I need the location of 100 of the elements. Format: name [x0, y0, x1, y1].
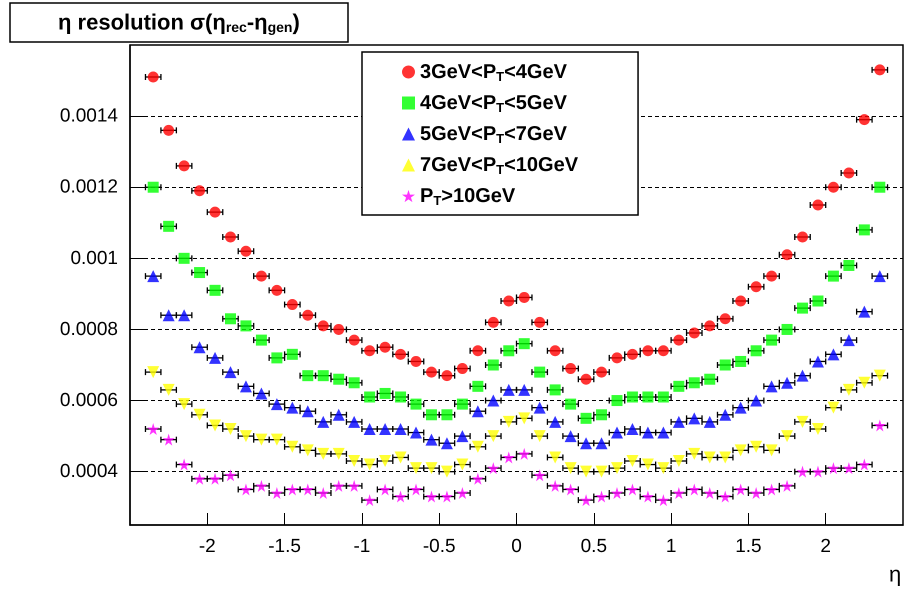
point: [827, 402, 840, 414]
point: [874, 182, 886, 193]
point: [797, 302, 808, 314]
point: [147, 423, 160, 435]
point: [271, 352, 282, 364]
point: [286, 402, 298, 414]
point: [735, 296, 746, 306]
y-tick-label: 0.0008: [60, 318, 118, 340]
point: [270, 398, 283, 410]
point: [224, 313, 236, 324]
point: [843, 260, 854, 271]
point: [286, 299, 298, 310]
point: [456, 487, 468, 499]
point: [672, 487, 685, 499]
point: [734, 402, 747, 414]
point: [209, 419, 222, 432]
point: [781, 480, 794, 492]
point: [178, 398, 190, 410]
point: [534, 366, 546, 378]
point: [750, 394, 762, 407]
point: [580, 494, 592, 506]
point: [472, 472, 484, 485]
point: [626, 423, 638, 435]
point: [534, 430, 546, 442]
point: [874, 419, 886, 432]
point: [194, 341, 206, 354]
point: [302, 310, 314, 321]
point: [503, 296, 514, 306]
point: [440, 437, 453, 450]
y-tick-label: 0.001: [70, 248, 118, 269]
point: [178, 252, 190, 264]
point: [858, 458, 870, 471]
point: [796, 416, 809, 428]
point: [240, 430, 252, 442]
point: [364, 392, 376, 402]
y-tick-label: 0.0012: [60, 176, 118, 198]
point: [843, 168, 854, 178]
point: [348, 334, 360, 346]
point: [672, 455, 685, 467]
point: [626, 455, 638, 467]
point: [766, 444, 778, 456]
point: [735, 356, 746, 367]
point: [766, 270, 778, 282]
point: [271, 284, 282, 296]
point: [719, 408, 732, 421]
x-tick-label: -2: [198, 536, 216, 557]
point: [766, 334, 778, 346]
point: [781, 430, 794, 442]
point: [766, 380, 778, 392]
point: [673, 334, 684, 346]
point: [534, 316, 546, 328]
point: [858, 376, 870, 389]
point: [734, 483, 747, 496]
point: [286, 440, 298, 453]
point: [673, 380, 684, 392]
point: [550, 384, 561, 396]
point: [302, 405, 314, 418]
x-tick-label: 1.5: [735, 536, 762, 557]
point: [240, 483, 252, 496]
point: [502, 451, 515, 464]
point: [502, 416, 515, 428]
point: [874, 64, 886, 76]
point: [317, 487, 330, 499]
y-tick-label: 0.0014: [60, 106, 118, 127]
point: [240, 380, 252, 392]
point: [658, 345, 669, 356]
point: [750, 345, 762, 356]
point: [657, 494, 670, 506]
point: [564, 462, 577, 474]
point: [750, 281, 762, 292]
point: [534, 402, 546, 414]
point: [255, 387, 268, 400]
point: [610, 426, 623, 439]
point: [626, 348, 638, 360]
point: [162, 384, 175, 396]
point: [812, 423, 824, 435]
point: [564, 483, 577, 496]
x-tick-label: 2: [820, 536, 831, 557]
point: [456, 458, 468, 471]
point: [688, 483, 700, 496]
point: [734, 444, 747, 456]
point: [672, 416, 685, 428]
point: [224, 469, 236, 482]
point: [596, 409, 608, 420]
point: [518, 412, 530, 424]
point: [488, 316, 499, 328]
x-axis-title: η: [889, 562, 902, 586]
point: [549, 480, 562, 492]
point: [564, 430, 577, 442]
point: [410, 398, 422, 410]
point: [812, 355, 824, 368]
point: [332, 408, 345, 421]
point: [704, 487, 716, 499]
point: [688, 448, 700, 460]
x-tick-label: 0.5: [580, 536, 608, 557]
point: [858, 224, 870, 236]
point: [782, 324, 793, 335]
point: [487, 430, 500, 442]
point: [782, 249, 793, 260]
x-tick-label: -0.5: [422, 536, 456, 557]
